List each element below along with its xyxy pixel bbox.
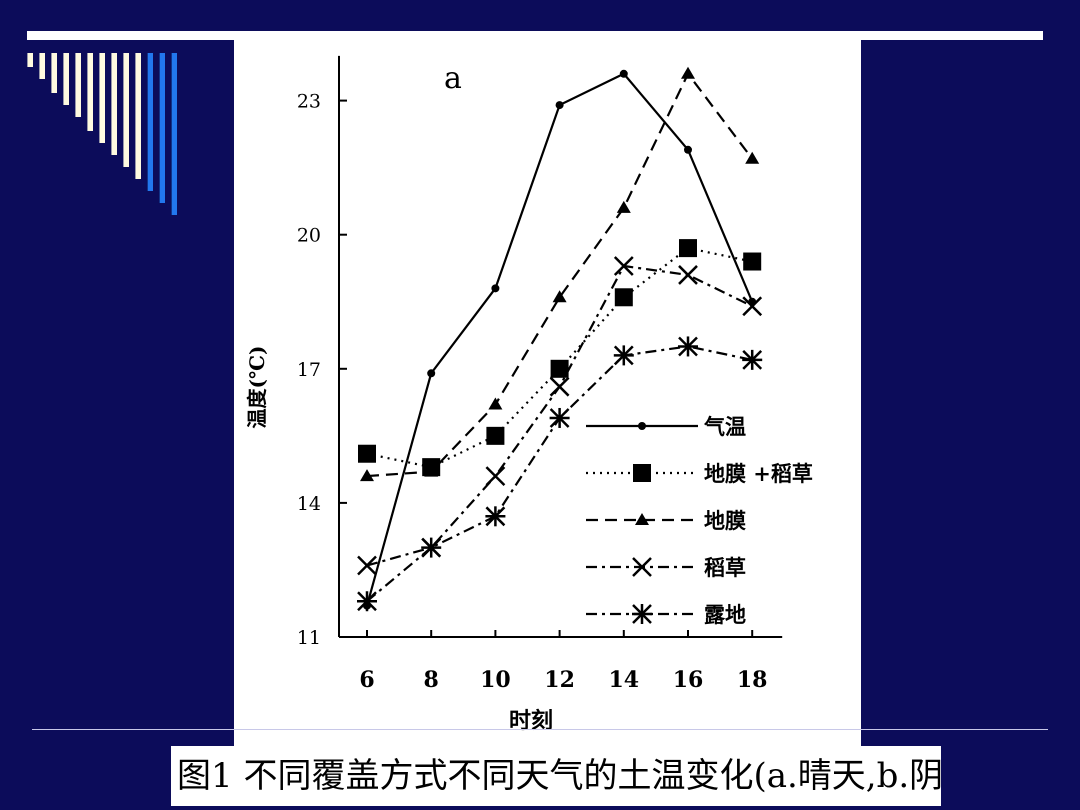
data-point (743, 252, 762, 271)
data-point (357, 555, 377, 576)
y-tick-label: 23 (297, 91, 321, 113)
data-point (742, 296, 763, 317)
data-point (745, 151, 760, 164)
series-5 (357, 336, 763, 612)
stripe-bar (147, 53, 153, 191)
legend-marker (632, 557, 652, 577)
chart-card: 11 14 17 20 23 6 8 10 12 14 16 18 气温 地膜 +稻草 地膜 稻草 露地 a … (234, 40, 861, 748)
data-point (555, 101, 564, 110)
panel-label: a (444, 61, 462, 96)
y-tick-label: 20 (297, 225, 321, 247)
data-point (488, 397, 503, 410)
data-point (421, 537, 442, 558)
data-point (549, 376, 570, 397)
data-point (678, 265, 698, 285)
data-point (486, 426, 505, 445)
x-tick-label: 6 (359, 667, 374, 693)
data-point (358, 444, 376, 463)
stripe-bar (39, 53, 45, 79)
data-point (619, 69, 628, 78)
stripe-bar (87, 53, 93, 131)
data-point (616, 200, 631, 213)
stripe-bar (159, 53, 165, 203)
y-axis-label: 温度(℃) (245, 346, 269, 429)
data-point (549, 407, 570, 428)
chart-ticks: 11 14 17 20 23 6 8 10 12 14 16 18 (297, 91, 768, 693)
series-3 (360, 66, 760, 482)
stripe-bar (135, 53, 141, 179)
stripe-bar (123, 53, 129, 167)
data-point (678, 336, 698, 357)
series-1 (363, 69, 757, 610)
x-axis-label: 时刻 (509, 708, 553, 734)
top-rule (27, 31, 1043, 40)
data-point (742, 349, 763, 370)
x-tick-label: 8 (424, 667, 439, 693)
x-tick-label: 16 (673, 667, 704, 693)
legend-marker (635, 513, 649, 525)
figure-caption: 图1 不同覆盖方式不同天气的土温变化(a.晴天,b.阴天,c.雨天) (171, 746, 941, 806)
legend-label: 露地 (704, 602, 746, 627)
legend-marker (633, 464, 651, 482)
data-point (550, 359, 569, 378)
data-point (491, 284, 500, 293)
stripe-bar (111, 53, 117, 155)
legend-label: 地膜 +稻草 (704, 461, 813, 486)
bottom-rule (32, 729, 1048, 730)
stripe-bar (171, 53, 177, 215)
stripe-bar (63, 53, 69, 105)
y-tick-label: 11 (297, 627, 321, 649)
data-point (681, 66, 695, 79)
data-point (427, 369, 436, 378)
chart-axes (338, 55, 783, 638)
data-point (552, 290, 567, 303)
legend-label: 稻草 (704, 555, 746, 580)
stripe-bar (51, 53, 57, 93)
data-point (679, 239, 697, 258)
x-tick-label: 14 (608, 667, 639, 693)
data-point (684, 145, 692, 154)
legend-marker (632, 604, 652, 624)
data-point (485, 466, 506, 486)
data-point (614, 288, 633, 307)
series-2 (358, 239, 762, 477)
data-point (485, 506, 506, 527)
data-point (424, 464, 439, 477)
data-point (613, 256, 634, 276)
chart-series (357, 66, 763, 612)
legend-marker (638, 422, 646, 430)
x-tick-label: 10 (480, 667, 511, 693)
data-point (357, 591, 377, 612)
legend-label: 气温 (703, 414, 746, 439)
stripe-bar (75, 53, 81, 117)
stripe-bar (27, 53, 33, 67)
data-point (613, 345, 634, 366)
data-point (360, 469, 374, 482)
y-tick-label: 17 (297, 359, 321, 381)
y-tick-label: 14 (297, 493, 321, 515)
x-tick-label: 18 (737, 667, 768, 693)
stripe-bar (99, 53, 105, 143)
x-tick-label: 12 (544, 667, 575, 693)
legend-label: 地膜 (704, 508, 746, 533)
